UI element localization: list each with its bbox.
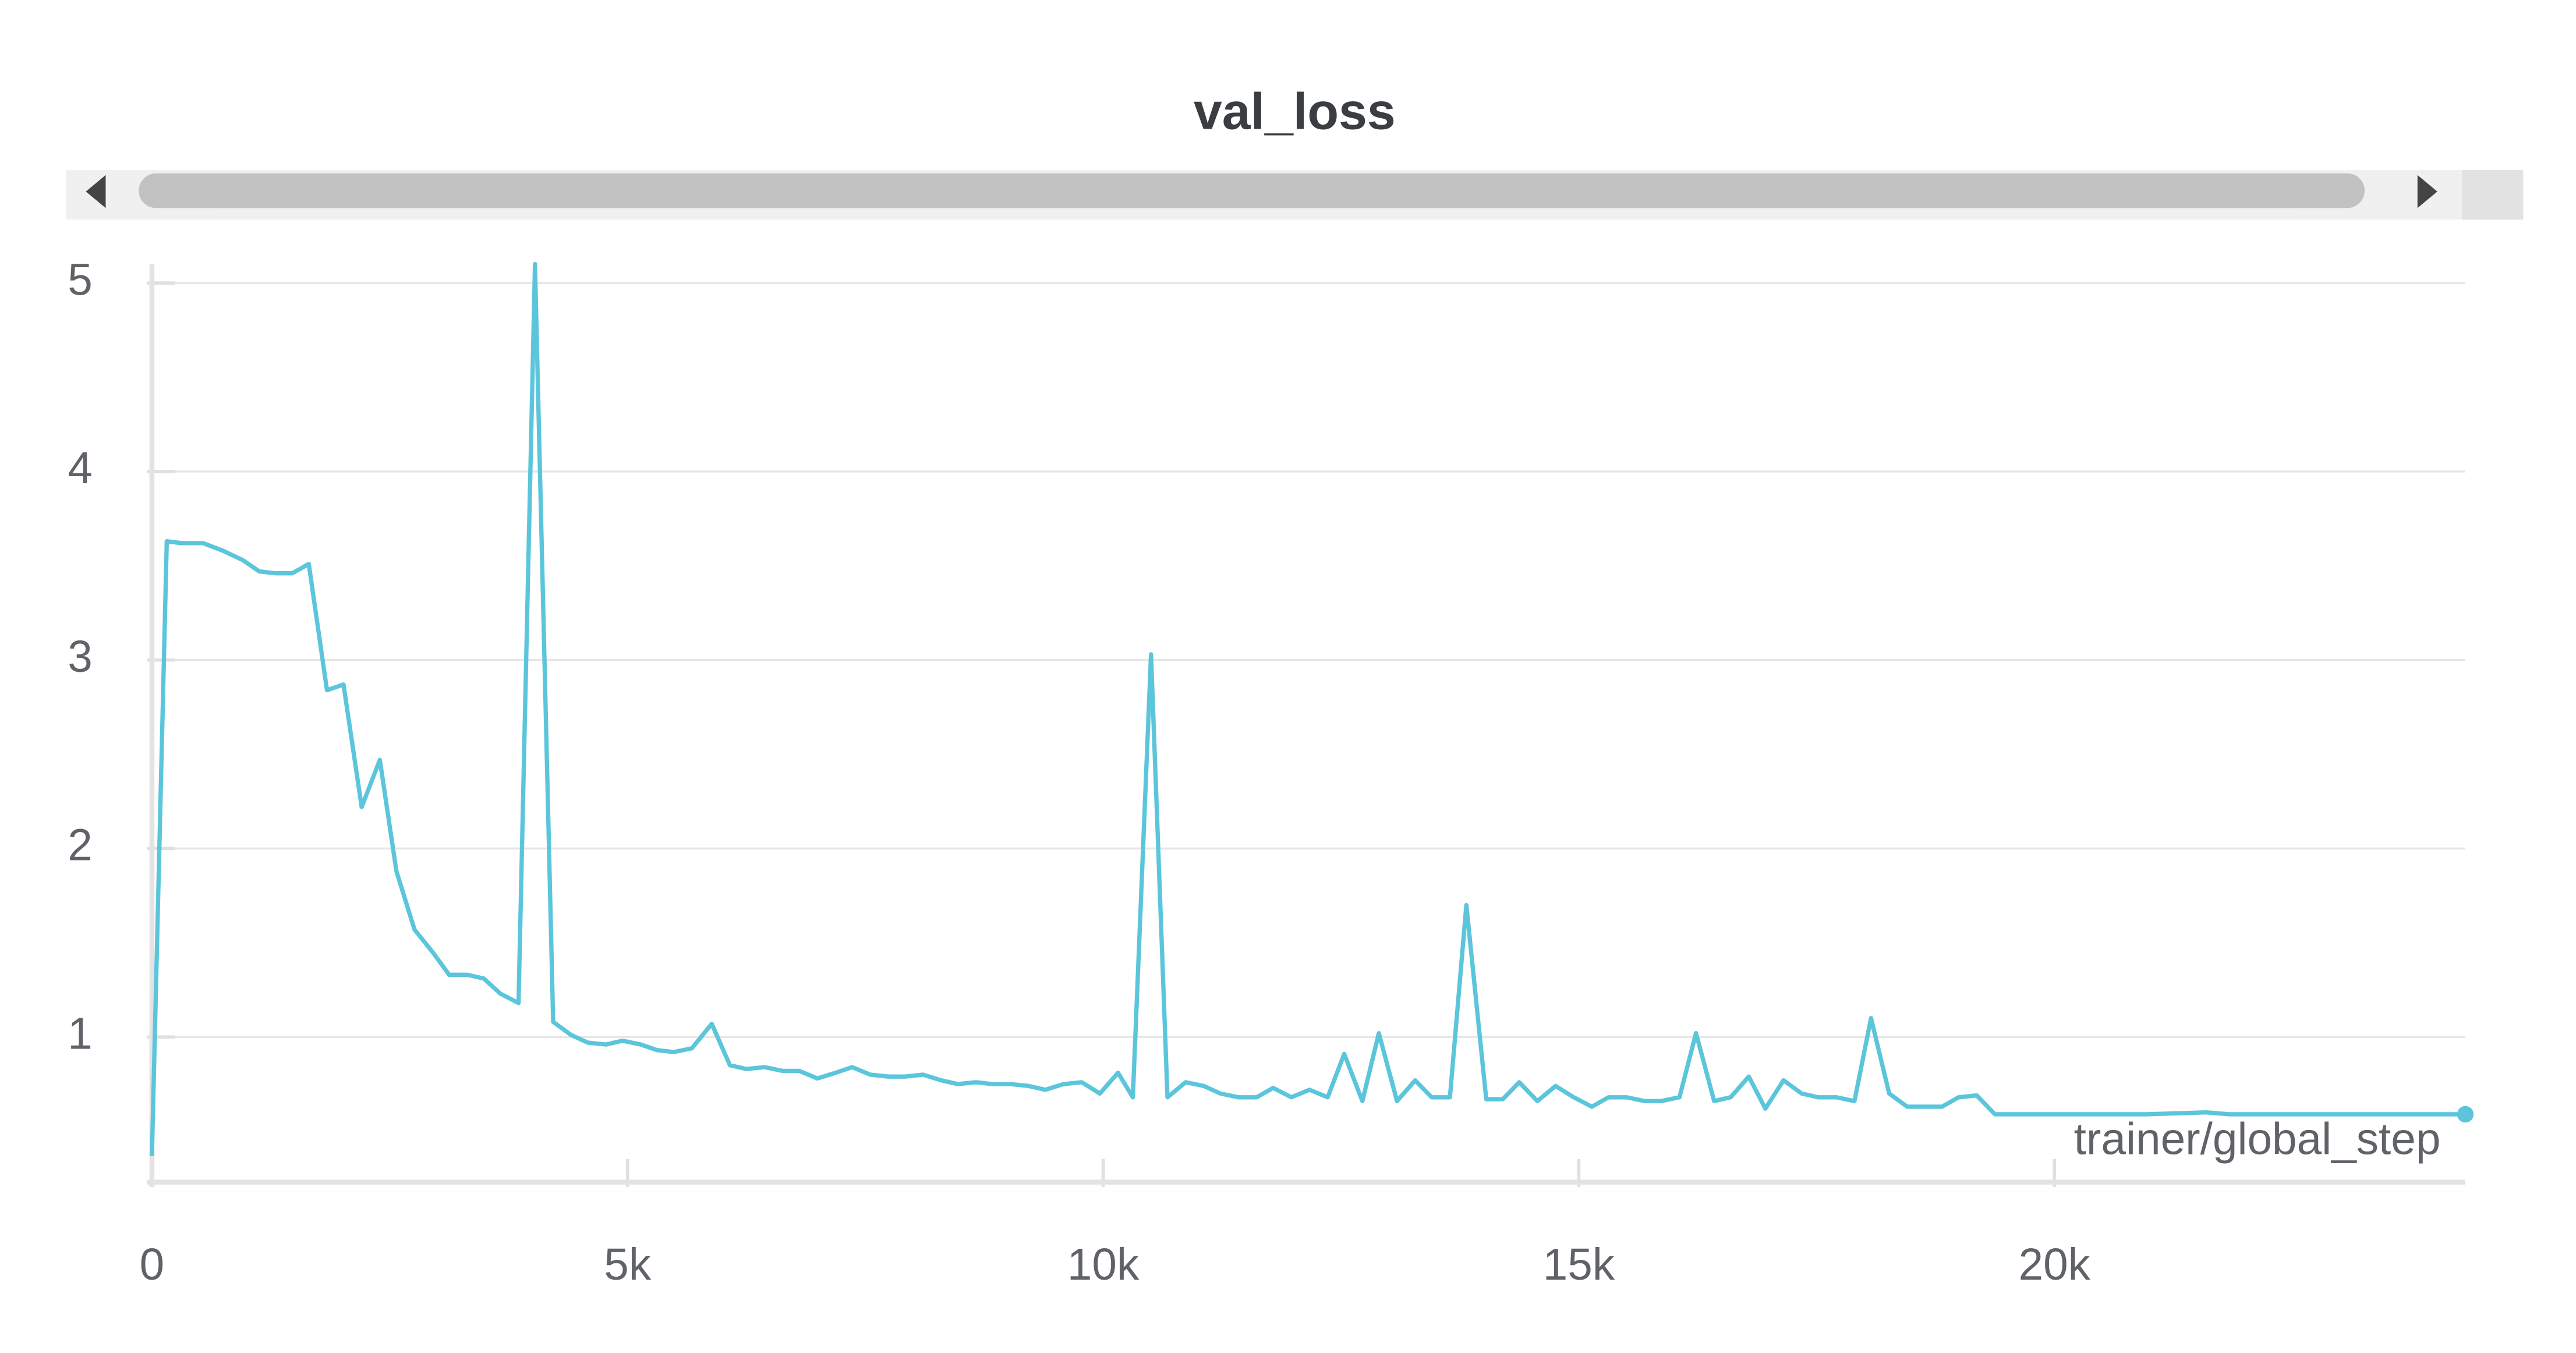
scrollbar-corner [2462, 170, 2524, 220]
scrollbar-thumb[interactable] [139, 173, 2365, 208]
scroll-left-arrow[interactable] [86, 175, 106, 208]
x-tick-label: 5k [604, 1240, 652, 1290]
y-tick-label: 2 [68, 821, 93, 870]
y-tick-label: 4 [68, 444, 93, 493]
scroll-right-arrow[interactable] [2417, 175, 2437, 208]
y-tick-label: 5 [68, 255, 93, 304]
last-point [2457, 1106, 2474, 1123]
x-tick-label: 0 [140, 1240, 165, 1290]
line-series [150, 262, 2465, 1156]
y-tick-label: 1 [68, 1009, 93, 1058]
x-tick-label: 15k [1543, 1240, 1615, 1290]
x-axis-label: trainer/global_step [2074, 1115, 2441, 1164]
scrollbar[interactable] [66, 170, 2524, 220]
x-tick-label: 20k [2019, 1240, 2091, 1290]
x-tick-label: 10k [1067, 1240, 1140, 1290]
y-tick-label: 3 [68, 632, 93, 682]
chart-title: val_loss [1194, 83, 1396, 140]
